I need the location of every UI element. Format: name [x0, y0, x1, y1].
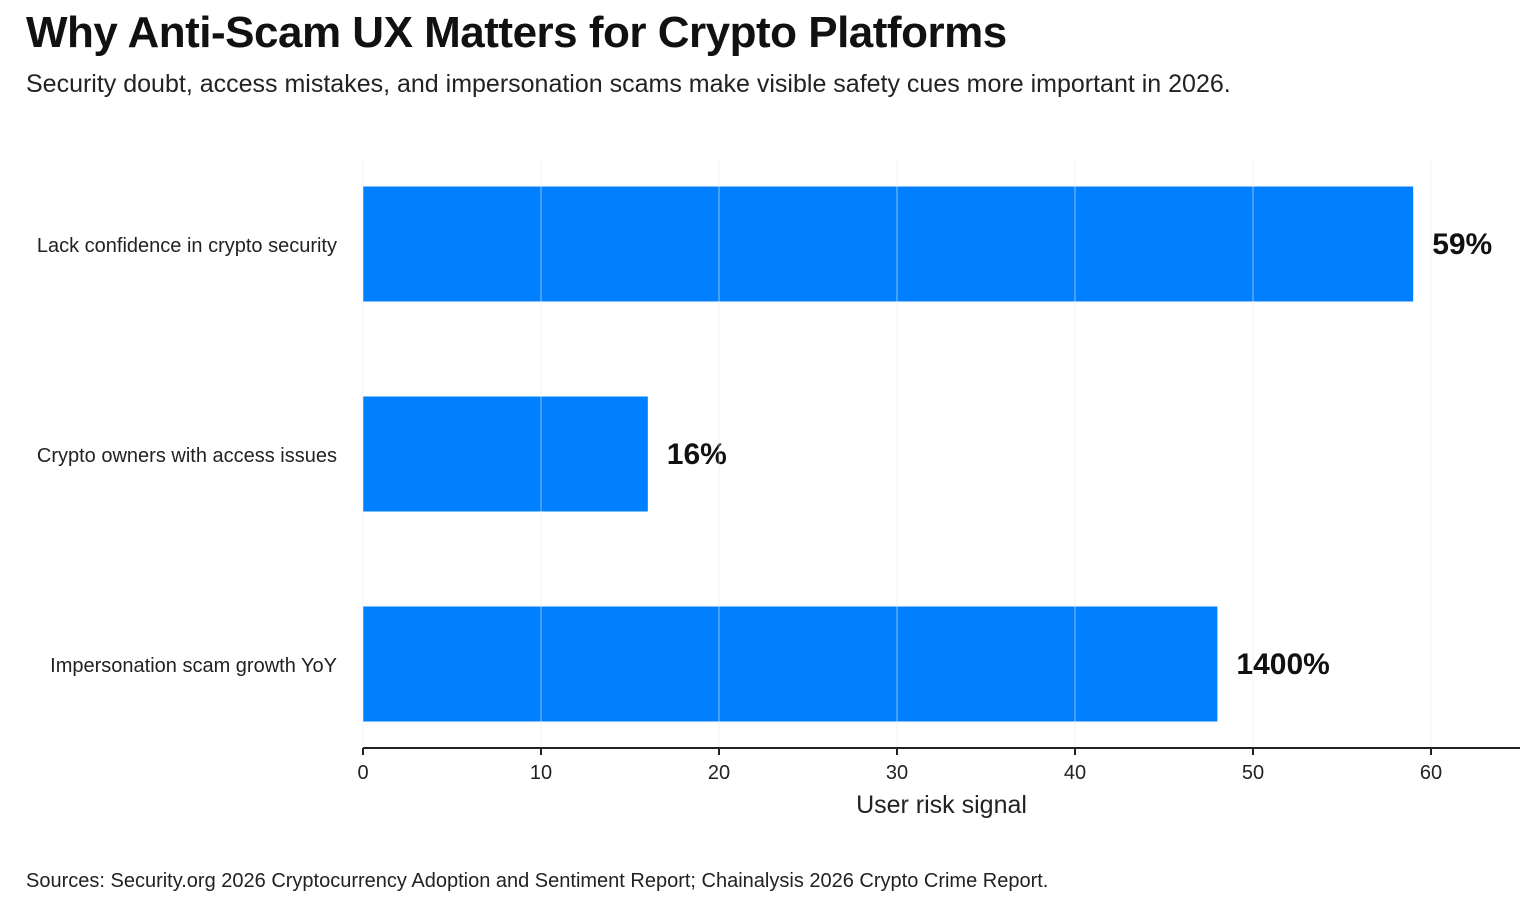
x-tick-label: 40 [1064, 762, 1086, 784]
category-label: Impersonation scam growth YoY [50, 655, 337, 677]
bar [363, 606, 1218, 722]
source-note: Sources: Security.org 2026 Cryptocurrenc… [26, 870, 1049, 892]
x-tick-label: 60 [1420, 762, 1442, 784]
chart-title: Why Anti-Scam UX Matters for Crypto Plat… [26, 8, 1007, 57]
bar [363, 186, 1414, 302]
x-tick-label: 0 [357, 762, 368, 784]
x-axis-label: User risk signal [856, 791, 1027, 819]
data-label: 59% [1432, 228, 1492, 261]
x-tick-label: 20 [708, 762, 730, 784]
x-tick-label: 30 [886, 762, 908, 784]
category-label: Crypto owners with access issues [37, 445, 337, 467]
data-label: 1400% [1236, 648, 1329, 681]
category-label: Lack confidence in crypto security [37, 235, 337, 257]
x-tick-label: 50 [1242, 762, 1264, 784]
x-tick-label: 10 [530, 762, 552, 784]
data-label: 16% [667, 438, 727, 471]
chart-subtitle: Security doubt, access mistakes, and imp… [26, 70, 1231, 98]
bar [363, 396, 648, 512]
